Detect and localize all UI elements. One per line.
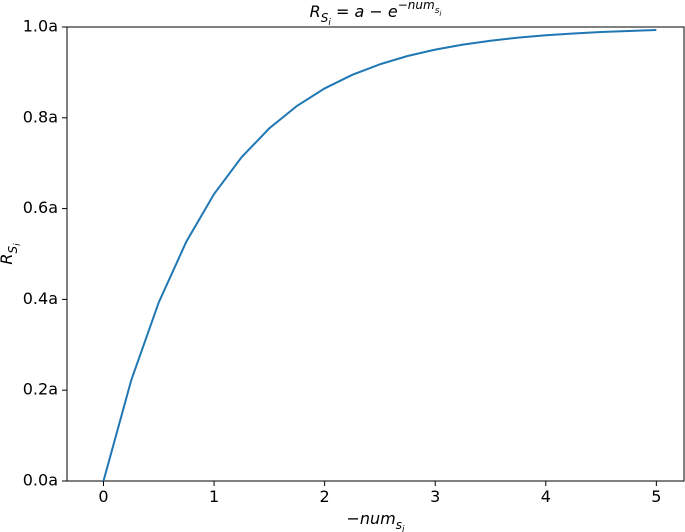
math-part: i [13, 243, 23, 246]
plot-frame [66, 26, 685, 482]
x-tick-label: 3 [430, 487, 440, 506]
y-tick-label: 0.4a [23, 289, 58, 308]
y-tick-label: 0.0a [23, 471, 58, 490]
math-part: s [396, 518, 402, 532]
math-part: −num [398, 0, 435, 12]
math-part: = a − e [331, 2, 398, 21]
math-part: −num [346, 509, 395, 528]
math-part: i [402, 525, 405, 532]
math-part: S [6, 246, 20, 254]
math-part: S [321, 11, 329, 25]
math-part: i [439, 10, 441, 18]
y-tick-label: 0.2a [23, 380, 58, 399]
y-tick-label: 1.0a [23, 17, 58, 36]
x-tick-label: 1 [209, 487, 219, 506]
math-part: R [0, 254, 16, 265]
y-tick-label: 0.6a [23, 198, 58, 217]
math-part: i [328, 18, 331, 28]
x-axis-label: −numsi [346, 509, 405, 532]
math-part: s [435, 6, 440, 16]
x-tick-label: 2 [320, 487, 330, 506]
math-part: R [310, 2, 321, 21]
y-tick-label: 0.8a [23, 107, 58, 126]
line-series [102, 29, 657, 482]
y-axis-label: RSi [0, 243, 23, 265]
x-tick-label: 0 [98, 487, 108, 506]
chart-title: RSi = a − e−numsi [310, 0, 442, 28]
x-tick-label: 4 [541, 487, 551, 506]
x-tick-label: 5 [651, 487, 661, 506]
